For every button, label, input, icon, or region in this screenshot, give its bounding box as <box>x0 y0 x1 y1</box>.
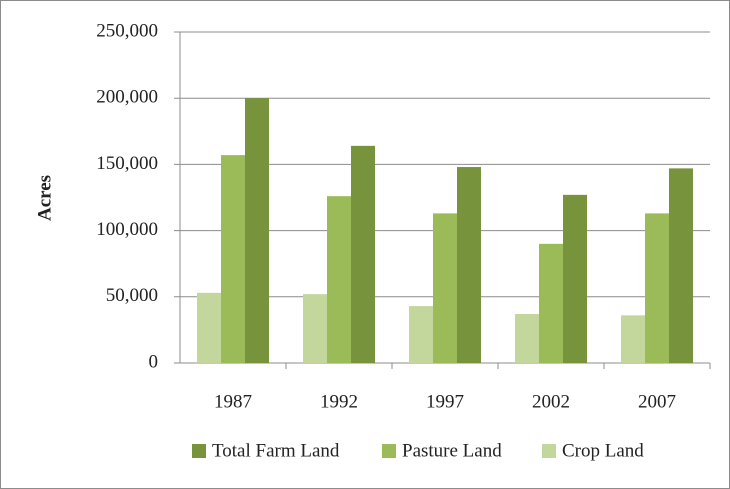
bar <box>221 155 245 363</box>
legend-swatch <box>382 444 396 458</box>
legend-label: Total Farm Land <box>212 440 340 461</box>
y-tick-label: 250,000 <box>96 20 158 41</box>
x-tick-label: 2002 <box>532 391 570 412</box>
bar <box>303 294 327 363</box>
y-tick-label: 150,000 <box>96 153 158 174</box>
y-tick-label: 200,000 <box>96 87 158 108</box>
bar <box>197 292 221 363</box>
bar <box>645 213 669 363</box>
legend-label: Pasture Land <box>402 440 502 461</box>
bar <box>327 196 351 363</box>
bar <box>621 315 645 363</box>
bar <box>539 243 563 363</box>
y-tick-label: 100,000 <box>96 219 158 240</box>
bar <box>457 167 481 363</box>
bar <box>669 168 693 363</box>
x-tick-label: 2007 <box>638 391 676 412</box>
legend-label: Crop Land <box>562 440 644 461</box>
bar <box>433 213 457 363</box>
legend-swatch <box>542 444 556 458</box>
bar <box>515 314 539 363</box>
y-axis-title: Acres <box>34 175 55 221</box>
bar <box>351 145 375 363</box>
x-tick-label: 1987 <box>214 391 252 412</box>
legend-swatch <box>192 444 206 458</box>
y-tick-label: 50,000 <box>106 285 158 306</box>
y-tick-label: 0 <box>149 351 159 372</box>
x-tick-label: 1997 <box>426 391 464 412</box>
bar <box>563 194 587 363</box>
bar <box>409 306 433 363</box>
x-tick-label: 1992 <box>320 391 358 412</box>
bar <box>245 98 269 363</box>
